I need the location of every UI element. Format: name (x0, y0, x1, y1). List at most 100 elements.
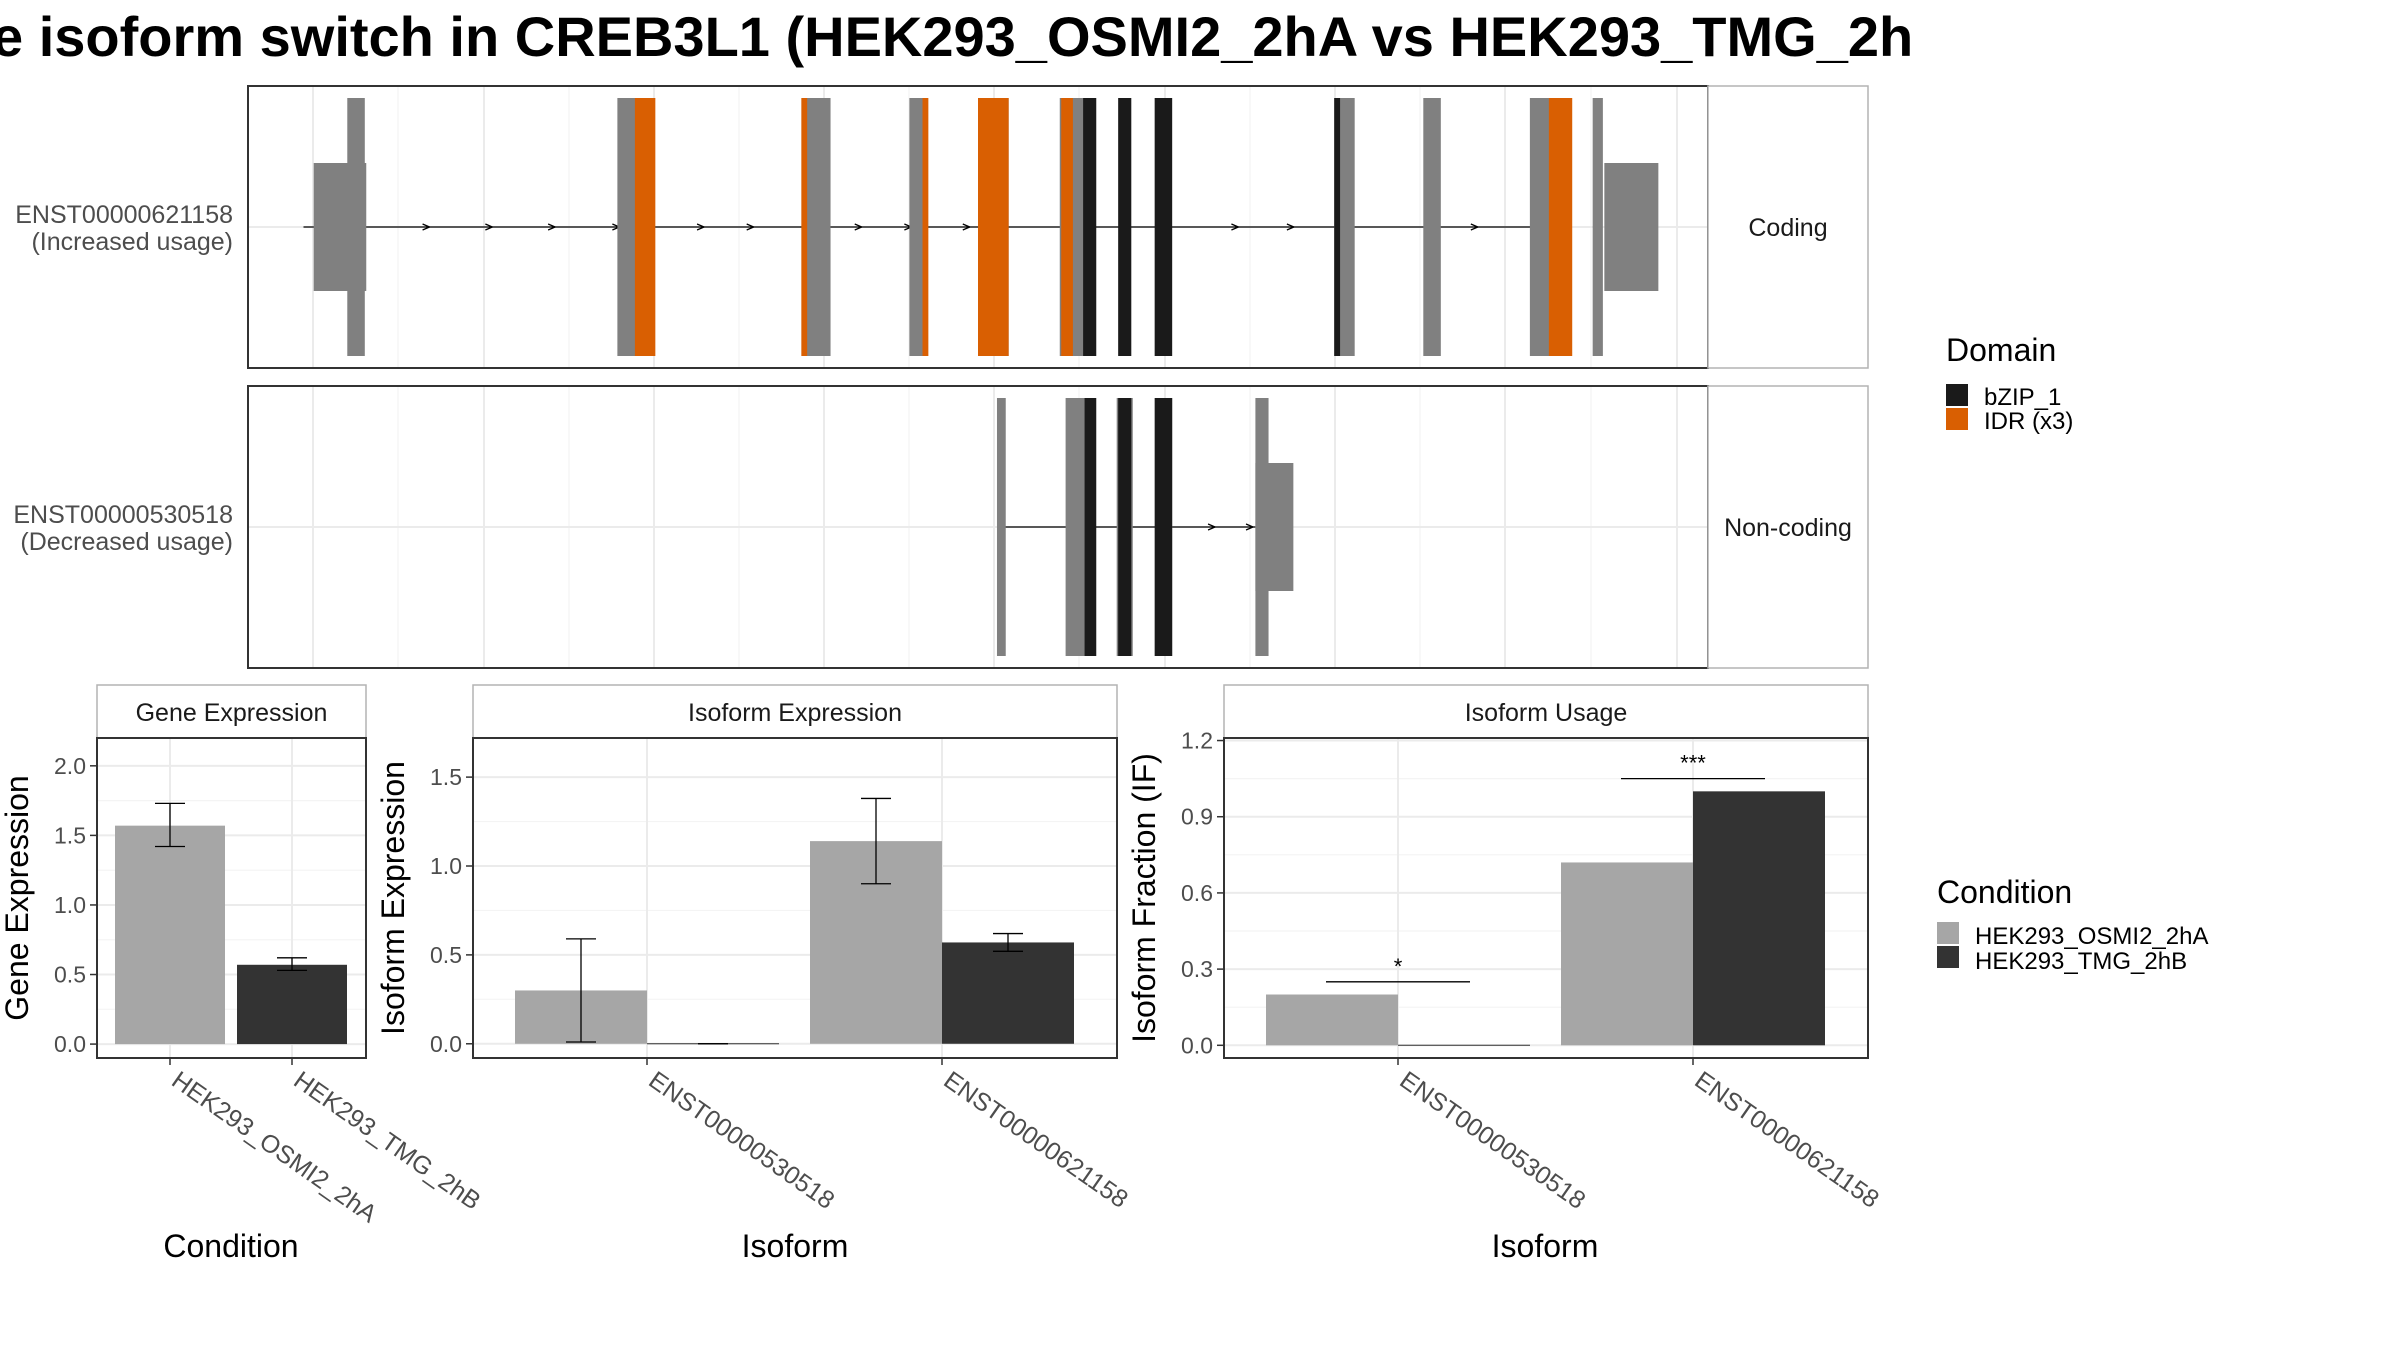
bar (237, 964, 347, 1045)
y-tick-label: 1.0 (430, 853, 462, 879)
facet-label: Coding (1748, 214, 1827, 242)
legend-label-tmg: HEK293_TMG_2hB (1975, 948, 2187, 975)
domain-legend-title: Domain (1946, 332, 2056, 368)
bzip-domain (1084, 398, 1097, 656)
direction-arrow (1245, 523, 1255, 531)
utr-block (1604, 163, 1659, 291)
legend-label-osmi2: HEK293_OSMI2_2hA (1975, 923, 2208, 950)
legend-label-idr: IDR (x3) (1984, 408, 2073, 435)
exon-block (1592, 98, 1603, 356)
y-tick-label: 0.3 (1181, 956, 1213, 982)
exon-block (802, 98, 831, 356)
x-axis-title: Condition (163, 1228, 298, 1264)
transcript-structure-panels: Coding ENST00000621158(Increased usage) No… (13, 85, 1869, 669)
facet-strip (1223, 684, 1869, 739)
x-axis-title: Isoform (742, 1228, 849, 1264)
bzip-domain (1154, 398, 1173, 656)
legend-key-osmi2 (1937, 922, 1959, 944)
y-axis-title: Isoform Fraction (IF) (1126, 753, 1162, 1043)
facet-strip (1707, 85, 1869, 369)
legend-key-bzip (1946, 384, 1968, 406)
domain-legend: Domain bZIP_1 IDR (x3) (1946, 332, 2073, 435)
bar-panel-gene-expression: Gene Expression 0.0 0.5 1.0 1.5 2.0 HEK293_OSM… (0, 684, 486, 1264)
y-tick-label: 0.5 (54, 962, 86, 988)
idr-domain (634, 98, 656, 356)
x-axis-title: Isoform (1492, 1228, 1599, 1264)
figure-title: e isoform switch in CREB3L1 (HEK293_OSMI… (0, 5, 1913, 68)
bar (1693, 791, 1825, 1046)
transcript-panel-ENST00000530518: Non-coding ENST00000530518(Decreased usag… (13, 385, 1869, 669)
facet-strip (1707, 385, 1869, 669)
exon-block (996, 398, 1006, 656)
direction-arrow (962, 223, 972, 231)
bzip-domain (1083, 98, 1097, 356)
y-tick-label: 0.9 (1181, 804, 1213, 830)
bzip-domain (1118, 98, 1132, 356)
bar-panel-isoform-usage: Isoform Usage****0.00.30.60.91.2ENST0000… (1126, 684, 1884, 1264)
legend-label-bzip: bZIP_1 (1984, 384, 2061, 411)
x-tick-label: HEK293_OSMI2_2hA (167, 1066, 383, 1229)
panel-border (96, 737, 367, 1059)
bzip-domain (1154, 98, 1173, 356)
transcript-label: ENST00000621158 (15, 201, 233, 229)
facet-label: Gene Expression (136, 699, 328, 727)
y-tick-label: 1.5 (430, 764, 462, 790)
legend-key-idr (1946, 408, 1968, 430)
direction-arrow (1231, 223, 1241, 231)
bar (115, 825, 225, 1045)
y-tick-label: 1.5 (54, 822, 86, 848)
significance-label: * (1394, 954, 1403, 979)
exon-block (1255, 398, 1269, 656)
facet-label: Isoform Expression (688, 699, 902, 727)
y-axis-title: Isoform Expression (375, 761, 411, 1035)
y-axis-title: Gene Expression (0, 775, 35, 1020)
y-tick-label: 2.0 (54, 753, 86, 779)
y-tick-label: 0.0 (1181, 1032, 1213, 1058)
direction-arrow (696, 223, 706, 231)
direction-arrow (1207, 523, 1217, 531)
facet-label: Non-coding (1724, 514, 1852, 542)
direction-arrow (485, 223, 495, 231)
direction-arrow (746, 223, 756, 231)
exon-block (347, 98, 365, 356)
bar (1266, 994, 1398, 1046)
facet-label: Isoform Usage (1465, 699, 1628, 727)
idr-domain (801, 98, 808, 356)
direction-arrow (1286, 223, 1296, 231)
condition-legend: Condition HEK293_OSMI2_2hA HEK293_TMG_2h… (1937, 874, 2208, 975)
y-tick-label: 1.2 (1181, 728, 1213, 754)
direction-arrow (547, 223, 557, 231)
bar (942, 942, 1074, 1044)
transcript-label: ENST00000530518 (13, 501, 233, 529)
x-tick-label: ENST00000530518 (1395, 1066, 1591, 1215)
significance-label: *** (1680, 751, 1706, 776)
facet-strip (96, 684, 367, 739)
y-tick-label: 1.0 (54, 892, 86, 918)
idr-domain (1548, 98, 1573, 356)
bar-panel-isoform-expression: Isoform Expression 0.0 0.5 1.0 1.5 ENST000005… (375, 684, 1133, 1264)
panel-border (1223, 737, 1869, 1059)
x-tick-label: ENST00000621158 (939, 1066, 1133, 1214)
bzip-domain (1334, 98, 1341, 356)
y-tick-label: 0.0 (430, 1031, 462, 1057)
transcript-usage-label: (Decreased usage) (20, 528, 233, 556)
transcript-usage-label: (Increased usage) (31, 228, 233, 256)
exon-block (1423, 98, 1441, 356)
idr-domain (978, 98, 1009, 356)
bar (1561, 862, 1693, 1046)
x-tick-label: ENST00000530518 (644, 1066, 840, 1215)
y-tick-label: 0.0 (54, 1031, 86, 1057)
legend-key-tmg (1937, 946, 1959, 968)
y-tick-label: 0.5 (430, 942, 462, 968)
x-tick-label: ENST00000621158 (1690, 1066, 1884, 1214)
expression-bar-panels: Gene Expression 0.0 0.5 1.0 1.5 2.0 HEK293_OSM… (0, 684, 1884, 1264)
idr-domain (922, 98, 929, 356)
direction-arrow (854, 223, 864, 231)
idr-domain (1061, 98, 1073, 356)
y-tick-label: 0.6 (1181, 880, 1213, 906)
bzip-domain (1118, 398, 1132, 656)
condition-legend-title: Condition (1937, 874, 2072, 910)
direction-arrow (422, 223, 432, 231)
direction-arrow (1470, 223, 1480, 231)
